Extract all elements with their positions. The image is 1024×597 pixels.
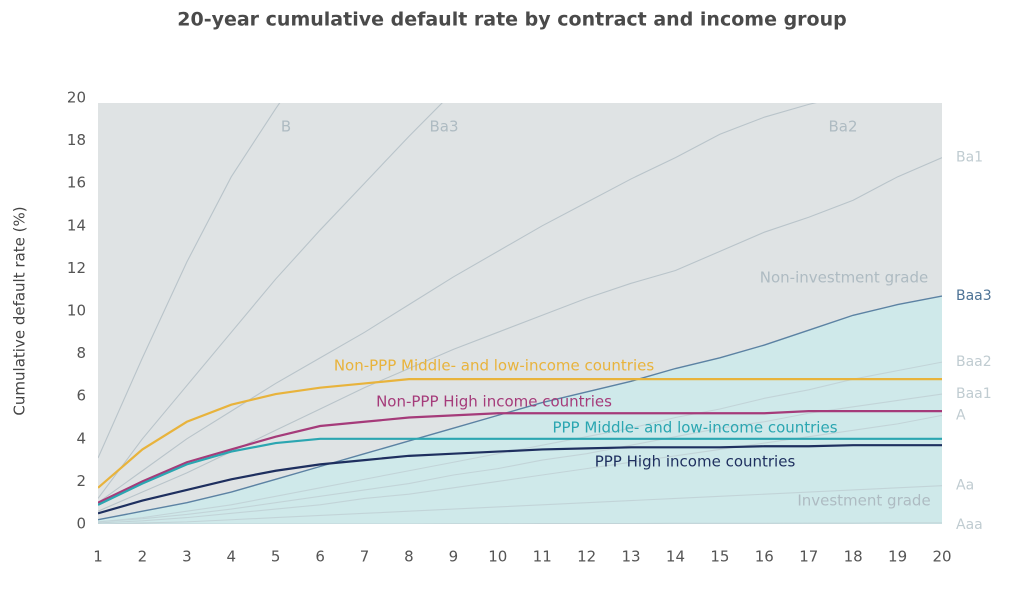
y-tick-label: 18 — [67, 131, 86, 149]
x-tick-label: 16 — [755, 548, 774, 566]
y-tick-label: 16 — [67, 174, 86, 192]
series-label: Ba2 — [828, 118, 857, 136]
x-tick-label: 13 — [622, 548, 641, 566]
x-tick-label: 6 — [315, 548, 325, 566]
x-tick-label: 10 — [488, 548, 507, 566]
x-tick-label: 9 — [449, 548, 459, 566]
x-tick-label: 4 — [226, 548, 236, 566]
series-label: Non-PPP High income countries — [376, 393, 612, 411]
x-tick-label: 7 — [360, 548, 370, 566]
line — [98, 485, 942, 524]
series-label: Baa2 — [956, 354, 992, 370]
x-tick-label: 3 — [182, 548, 192, 566]
series-label: Baa1 — [956, 386, 992, 402]
y-tick-label: 4 — [76, 429, 86, 447]
y-tick-label: 8 — [76, 344, 86, 362]
line — [98, 393, 942, 523]
y-tick-label: 2 — [76, 472, 86, 490]
y-tick-label: 12 — [67, 259, 86, 277]
x-tick-label: 19 — [888, 548, 907, 566]
y-axis-label: Cumulative default rate (%) — [11, 206, 29, 415]
x-tick-label: 18 — [844, 548, 863, 566]
series-label: A — [956, 407, 966, 423]
y-tick-label: 10 — [67, 302, 86, 320]
series-label: Non-PPP Middle- and low-income countries — [334, 357, 655, 375]
annotation: Non-investment grade — [760, 269, 928, 287]
series-label: B — [281, 118, 291, 136]
line — [98, 437, 942, 506]
series-label: Aa — [956, 478, 974, 494]
x-tick-label: 5 — [271, 548, 281, 566]
line — [98, 103, 281, 459]
x-tick-label: 20 — [932, 548, 951, 566]
line — [98, 378, 942, 489]
x-tick-label: 11 — [533, 548, 552, 566]
x-tick-label: 2 — [138, 548, 148, 566]
line — [98, 410, 942, 504]
y-tick-label: 6 — [76, 387, 86, 405]
x-tick-label: 1 — [93, 548, 103, 566]
series-label: Baa3 — [956, 288, 992, 304]
line — [98, 103, 443, 499]
line — [98, 522, 942, 524]
annotation: Investment grade — [797, 492, 930, 510]
series-label: Ba1 — [956, 150, 983, 166]
y-tick-label: 20 — [67, 89, 86, 107]
plot-area — [98, 103, 942, 524]
series-label: PPP Middle- and low-income countries — [552, 419, 837, 437]
series-label: PPP High income countries — [595, 453, 796, 471]
x-tick-label: 8 — [404, 548, 414, 566]
line — [98, 444, 942, 515]
chart-title: 20-year cumulative default rate by contr… — [177, 9, 846, 31]
area-fill — [98, 296, 942, 524]
line — [98, 103, 817, 504]
x-tick-label: 12 — [577, 548, 596, 566]
x-tick-label: 17 — [799, 548, 818, 566]
x-tick-label: 15 — [710, 548, 729, 566]
series-label: Aaa — [956, 517, 983, 533]
y-tick-label: 0 — [76, 515, 86, 533]
y-tick-label: 14 — [67, 216, 86, 234]
x-tick-label: 14 — [666, 548, 685, 566]
series-label: Ba3 — [429, 118, 458, 136]
line — [98, 295, 942, 521]
